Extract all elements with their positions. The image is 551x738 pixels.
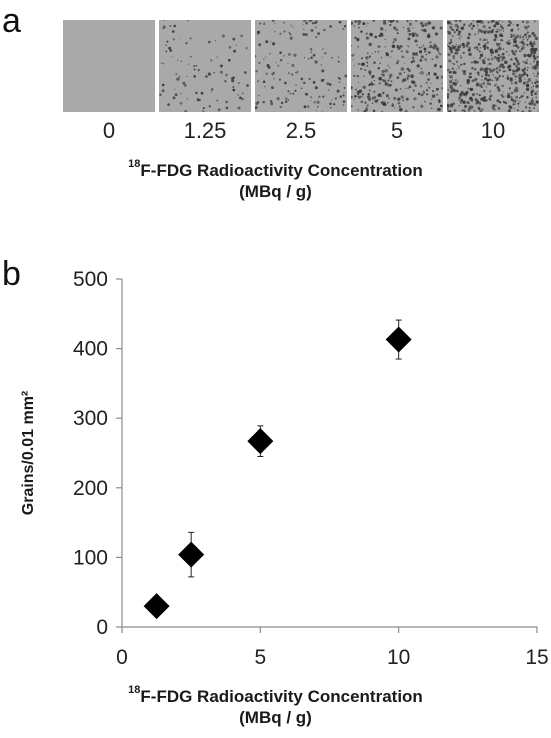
data-point xyxy=(247,428,274,455)
panel-a-axis-title: 18F-FDG Radioactivity Concentration (MBq… xyxy=(0,158,551,202)
y-tick-label: 300 xyxy=(73,407,108,430)
y-tick-label: 500 xyxy=(73,268,108,291)
panel-b-letter: b xyxy=(2,255,21,293)
panel-a-letter: a xyxy=(2,2,21,40)
autoradiograph-tile-5 xyxy=(351,20,443,112)
concentration-label: 5 xyxy=(390,118,404,143)
concentration-label: 1.25 xyxy=(183,118,227,143)
panel-b-axis-title: 18F-FDG Radioactivity Concentration (MBq… xyxy=(0,684,551,728)
y-axis-title: Grains/0.01 mm² xyxy=(20,391,37,516)
isotope-superscript: 18 xyxy=(128,158,141,170)
x-tick-label: 0 xyxy=(116,646,128,669)
axis-title-unit: (MBq / g) xyxy=(239,708,312,727)
y-tick-label: 200 xyxy=(73,477,108,500)
isotope-superscript: 18 xyxy=(128,684,141,696)
y-tick-label: 0 xyxy=(96,616,108,639)
concentration-label: 2.5 xyxy=(285,118,317,143)
concentration-label: 10 xyxy=(480,118,506,143)
axis-title-main: F-FDG Radioactivity Concentration xyxy=(140,687,423,706)
data-point xyxy=(143,593,170,620)
autoradiograph-tile-1.25 xyxy=(159,20,251,112)
data-point xyxy=(385,326,412,353)
concentration-label: 0 xyxy=(102,118,116,143)
autoradiograph-strip xyxy=(63,20,539,112)
x-tick-label: 5 xyxy=(254,646,266,669)
autoradiograph-tile-0 xyxy=(63,20,155,112)
y-tick-label: 400 xyxy=(73,338,108,361)
x-tick-label: 10 xyxy=(387,646,410,669)
data-point xyxy=(178,541,205,568)
y-tick-label: 100 xyxy=(73,546,108,569)
axis-title-unit: (MBq / g) xyxy=(239,182,312,201)
axis-title-main: F-FDG Radioactivity Concentration xyxy=(140,161,423,180)
autoradiograph-tile-2.5 xyxy=(255,20,347,112)
x-tick-label: 15 xyxy=(525,646,548,669)
autoradiograph-tile-10 xyxy=(447,20,539,112)
